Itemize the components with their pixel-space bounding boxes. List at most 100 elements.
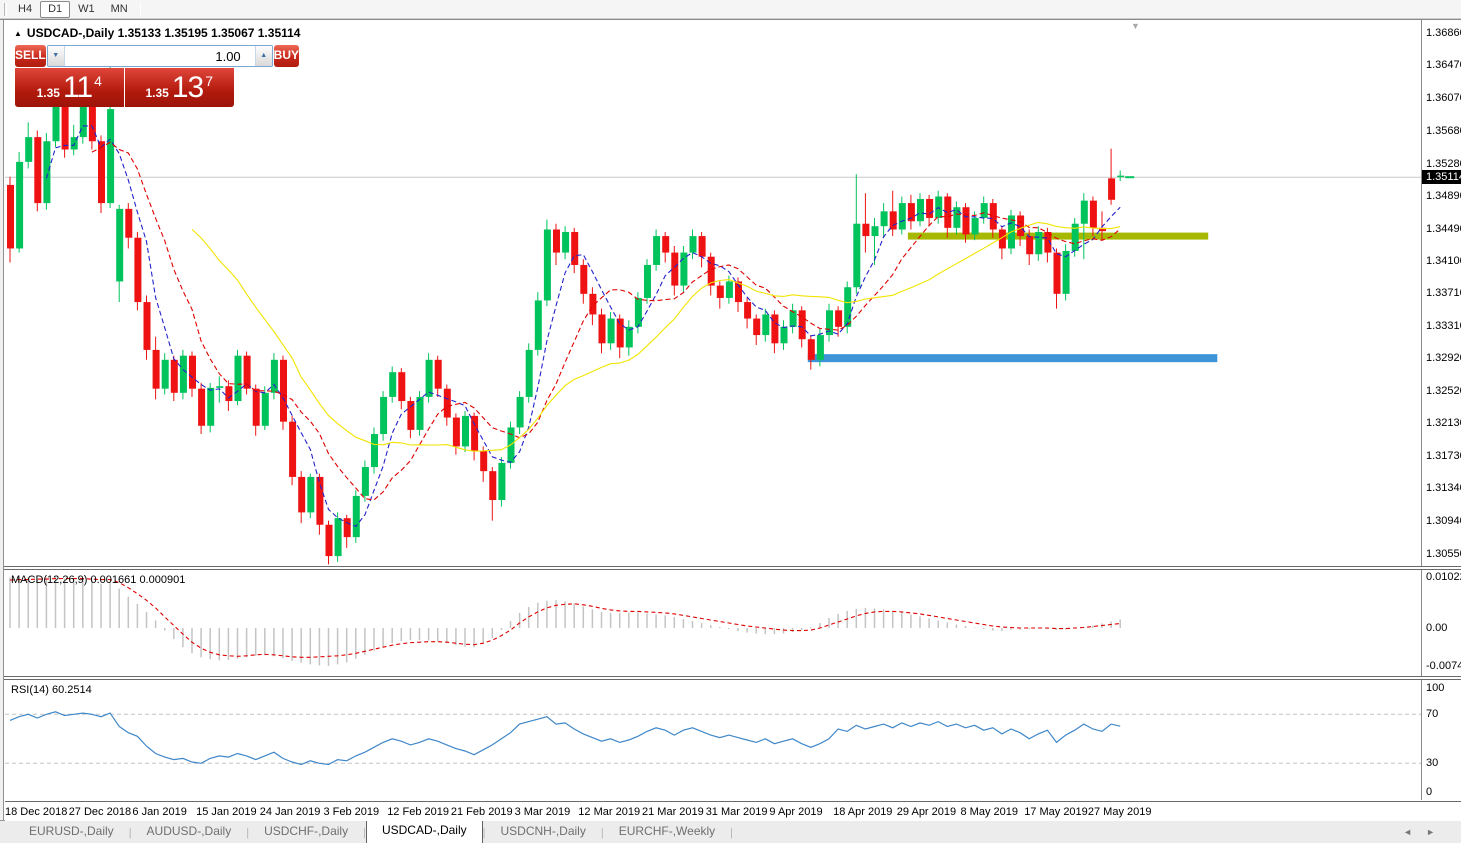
macd-axis[interactable]: 0.010229 0.00 -0.00747 xyxy=(1421,570,1461,676)
tab-usdcad-daily[interactable]: USDCAD-,Daily xyxy=(365,819,483,843)
date-axis-label: 6 Jan 2019 xyxy=(132,806,187,818)
date-axis-label: 21 Feb 2019 xyxy=(450,806,513,818)
date-axis-label: 27 May 2019 xyxy=(1087,806,1152,818)
chart-symbol-label: USDCAD-,Daily xyxy=(26,26,115,40)
macd-axis-label: -0.00747 xyxy=(1426,659,1461,672)
timeframe-button-h4[interactable]: H4 xyxy=(18,2,33,15)
buy-price-sup: 7 xyxy=(205,72,214,89)
rsi-axis-label: 100 xyxy=(1426,682,1445,694)
tab-scroll-arrows[interactable]: ◄► xyxy=(1403,827,1449,837)
tab-eurusd-daily[interactable]: EURUSD-,Daily xyxy=(29,824,114,838)
rsi-axis[interactable]: 100 70 30 0 xyxy=(1421,680,1461,800)
rsi-plot[interactable]: RSI(14) 60.2514 xyxy=(5,680,1421,800)
macd-label: MACD(12,26,9) 0.001661 0.000901 xyxy=(11,574,186,586)
tab-separator: | xyxy=(730,827,734,839)
price-axis-label: 1.36860 xyxy=(1426,27,1461,40)
rsi-value: 60.2514 xyxy=(51,684,92,696)
rsi-axis-label: 0 xyxy=(1426,786,1433,798)
tab-audusd-daily[interactable]: AUDUSD-,Daily xyxy=(146,824,232,838)
tab-eurchf-weekly[interactable]: EURCHF-,Weekly xyxy=(618,824,716,838)
sell-price-prefix: 1.35 xyxy=(36,85,60,100)
price-axis-label: 1.35280 xyxy=(1426,157,1461,170)
chart-window: ▲ USDCAD-,Daily 1.35133 1.35195 1.35067 1… xyxy=(0,19,1461,821)
sell-button[interactable]: SELL xyxy=(15,45,46,67)
date-axis-label: 29 Apr 2019 xyxy=(896,806,957,818)
toolbar-grip-icon xyxy=(4,2,7,16)
chart-title: ▲ USDCAD-,Daily 1.35133 1.35195 1.35067 1… xyxy=(14,26,300,40)
tab-separator: | xyxy=(363,827,366,839)
tab-separator: | xyxy=(482,827,486,839)
timeframe-button-mn[interactable]: MN xyxy=(110,2,128,15)
price-axis-label: 1.34490 xyxy=(1426,222,1461,235)
autoscroll-marker-icon[interactable]: ▼ xyxy=(1131,21,1140,31)
chart-ohlc-values: 1.35133 1.35195 1.35067 1.35114 xyxy=(117,26,301,40)
window-left-border xyxy=(0,20,4,820)
date-axis-label: 27 Dec 2018 xyxy=(68,806,132,818)
price-axis-label: 1.34100 xyxy=(1426,254,1461,267)
price-axis-label: 1.31730 xyxy=(1426,450,1461,463)
buy-price-big: 13 xyxy=(171,70,204,104)
panel-splitter[interactable] xyxy=(0,676,1461,680)
sell-price-big: 11 xyxy=(62,70,93,104)
price-axis-label: 1.30940 xyxy=(1426,515,1461,528)
toolbar-separator xyxy=(139,2,141,16)
price-chart-plot[interactable]: ▲ USDCAD-,Daily 1.35133 1.35195 1.35067 1… xyxy=(5,20,1421,566)
buy-button[interactable]: BUY xyxy=(273,45,300,67)
macd-plot[interactable]: MACD(12,26,9) 0.001661 0.000901 xyxy=(5,570,1421,676)
one-click-trading-panel: SELL ▼ ▲ BUY 1.35 11 4 1.35 13 7 xyxy=(15,45,300,107)
date-axis-label: 8 May 2019 xyxy=(960,806,1018,818)
macd-axis-label: 0.010229 xyxy=(1426,571,1461,583)
date-axis[interactable]: 18 Dec 2018 27 Dec 2018 6 Jan 2019 15 Jan 2… xyxy=(5,801,1461,821)
price-axis-label: 1.36470 xyxy=(1426,59,1461,72)
price-axis-label: 1.36070 xyxy=(1426,92,1461,105)
price-axis-label: 1.31340 xyxy=(1426,482,1461,495)
volume-input[interactable] xyxy=(64,46,255,66)
date-axis-label: 15 Jan 2019 xyxy=(196,806,257,818)
rsi-axis-label: 70 xyxy=(1426,708,1439,721)
timeframe-button-w1[interactable]: W1 xyxy=(78,2,95,15)
date-axis-label: 3 Feb 2019 xyxy=(323,806,380,818)
date-axis-label: 31 Mar 2019 xyxy=(705,806,768,818)
date-axis-label: 24 Jan 2019 xyxy=(259,806,321,818)
date-axis-label: 21 Mar 2019 xyxy=(642,806,704,818)
date-axis-label: 18 Apr 2019 xyxy=(833,806,893,818)
tab-separator: | xyxy=(246,827,250,839)
price-axis-label: 1.30550 xyxy=(1426,547,1461,560)
price-axis-label: 1.34890 xyxy=(1426,189,1461,202)
tab-scroll-left-icon: ◄ xyxy=(1403,827,1427,837)
price-axis-label: 1.33710 xyxy=(1426,287,1461,299)
macd-signal-value: 0.000901 xyxy=(139,574,186,586)
price-axis-label: 1.32920 xyxy=(1426,352,1461,365)
volume-stepper: ▼ ▲ xyxy=(46,45,273,67)
date-axis-label: 17 May 2019 xyxy=(1024,806,1088,818)
price-axis-label: 1.32130 xyxy=(1426,417,1461,430)
date-axis-label: 3 Mar 2019 xyxy=(514,806,571,818)
price-axis[interactable]: 1.36860 1.36470 1.36070 1.35680 1.35280 1.348… xyxy=(1421,20,1461,566)
collapse-panel-icon[interactable]: ▲ xyxy=(14,29,22,38)
tab-usdchf-daily[interactable]: USDCHF-,Daily xyxy=(264,824,349,838)
timeframe-button-d1[interactable]: D1 xyxy=(40,0,71,18)
date-axis-label: 9 Apr 2019 xyxy=(769,806,823,818)
tab-usdcnh-daily[interactable]: USDCNH-,Daily xyxy=(500,824,586,838)
macd-main-value: 0.001661 xyxy=(90,574,137,586)
sell-price-sup: 4 xyxy=(94,72,102,89)
buy-price-display[interactable]: 1.35 13 7 xyxy=(125,68,235,107)
rsi-label: RSI(14) 60.2514 xyxy=(11,684,92,696)
volume-decrease-icon[interactable]: ▼ xyxy=(47,46,65,66)
buy-price-prefix: 1.35 xyxy=(145,85,169,100)
current-price-tag: 1.35114 xyxy=(1422,170,1461,185)
panel-splitter[interactable] xyxy=(0,566,1461,570)
volume-increase-icon[interactable]: ▲ xyxy=(254,46,272,66)
timeframe-toolbar: H4 D1 W1 MN xyxy=(0,0,1461,19)
date-axis-label: 12 Mar 2019 xyxy=(578,806,641,818)
tab-separator: | xyxy=(600,827,604,839)
price-axis-label: 1.32520 xyxy=(1426,385,1461,398)
price-axis-label: 1.33310 xyxy=(1426,319,1461,332)
sell-price-display[interactable]: 1.35 11 4 xyxy=(15,68,125,107)
tab-separator: | xyxy=(128,827,132,839)
rsi-axis-label: 30 xyxy=(1426,757,1439,770)
date-axis-label: 12 Feb 2019 xyxy=(387,806,449,818)
price-axis-label: 1.35680 xyxy=(1426,124,1461,137)
tab-scroll-right-icon: ► xyxy=(1426,827,1449,837)
date-axis-label: 18 Dec 2018 xyxy=(5,806,68,818)
